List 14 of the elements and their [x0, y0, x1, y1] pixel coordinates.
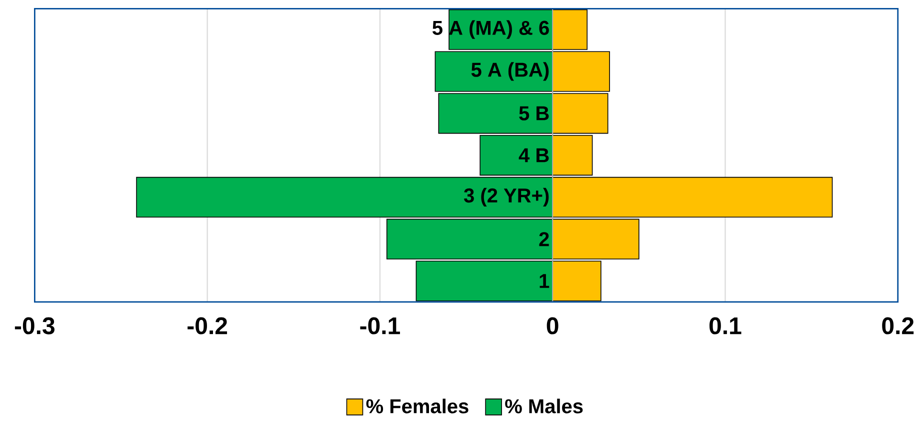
x-tick-label: -0.3 [14, 317, 54, 334]
x-tick-label: 0 [546, 317, 558, 334]
y-tick-label: 5 B [519, 106, 549, 120]
y-tick-label: 1 [540, 274, 550, 288]
x-tick-label: 0.1 [709, 317, 742, 334]
legend-label: % Males [505, 398, 583, 414]
x-tick-label: -0.2 [188, 317, 228, 334]
x-tick-label: 0.2 [882, 317, 914, 334]
y-tick-label: 5 A (BA) [471, 62, 549, 81]
y-tick-label: 4 B [518, 148, 549, 162]
legend-label: % Females [366, 398, 468, 414]
y-tick-label: 3 (2 YR+) [464, 188, 549, 207]
y-tick-label: 2 [539, 232, 549, 246]
x-tick-label: -0.1 [360, 317, 400, 334]
